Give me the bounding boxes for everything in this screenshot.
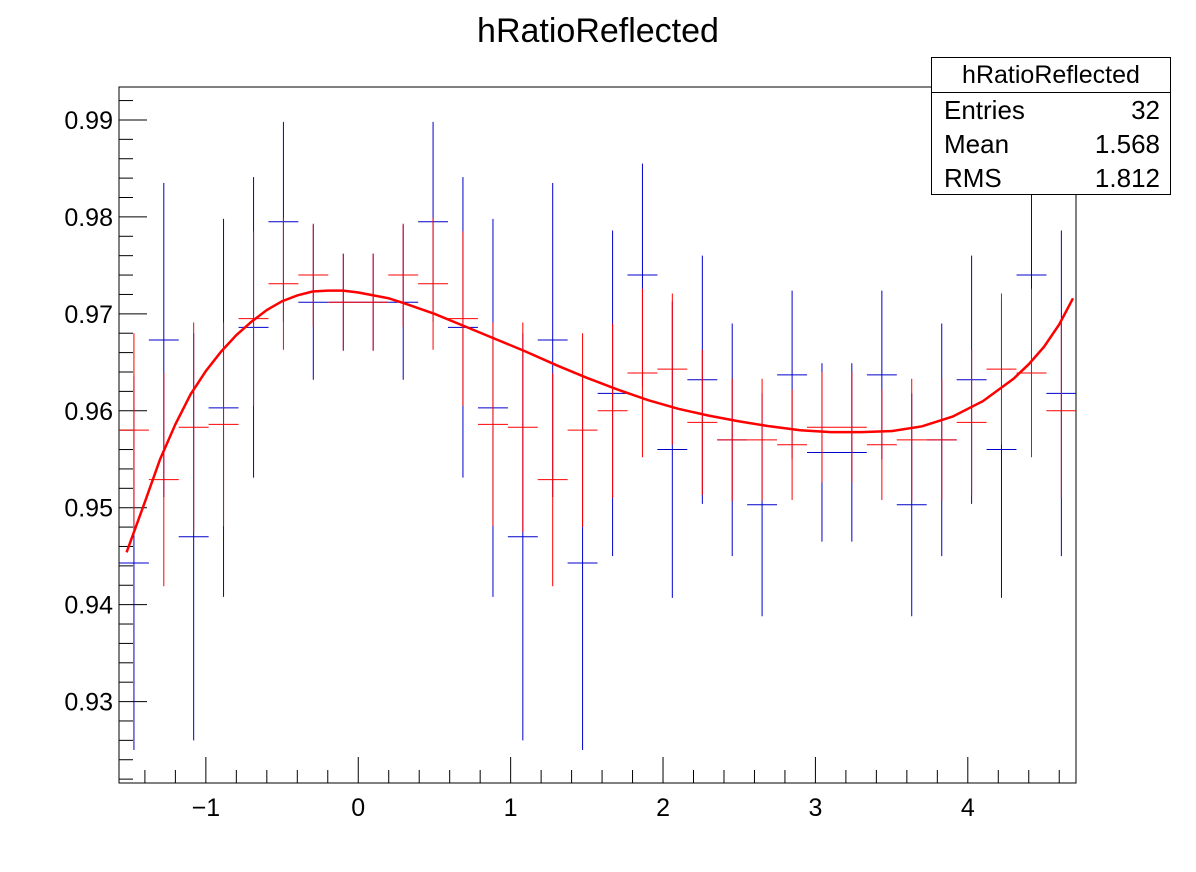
y-tick-label: 0.97 <box>64 301 113 329</box>
chart-title: hRatioReflected <box>477 12 719 50</box>
stats-rms-value: 1.812 <box>1094 163 1160 193</box>
x-tick-label: 0 <box>351 794 365 822</box>
stats-mean-label: Mean <box>944 129 1010 159</box>
fit-curve <box>125 289 1075 553</box>
y-tick-label: 0.94 <box>64 592 113 620</box>
y-tick-label: 0.95 <box>64 495 113 523</box>
x-tick-label: 3 <box>808 794 822 822</box>
axes: 0.93 0.94 0.95 0.96 0.97 0.98 0.99 −1 0 1 2 3 4 <box>64 100 1060 822</box>
y-tick-label: 0.98 <box>64 204 113 232</box>
stats-entries-value: 32 <box>1131 95 1160 125</box>
data-series <box>119 121 1076 751</box>
x-tick-label: −1 <box>192 794 221 822</box>
stats-box: hRatioReflected Entries 32 Mean 1.568 RM… <box>931 57 1171 195</box>
x-tick-label: 1 <box>504 794 518 822</box>
stats-mean-value: 1.568 <box>1094 129 1160 159</box>
y-tick-label: 0.93 <box>64 689 113 717</box>
stats-row-entries: Entries 32 <box>932 93 1170 127</box>
stats-entries-label: Entries <box>944 95 1025 125</box>
y-tick-label: 0.99 <box>64 107 113 135</box>
stats-rms-label: RMS <box>944 163 1002 193</box>
x-tick-label: 2 <box>656 794 670 822</box>
series-2 <box>119 217 1076 587</box>
stats-title: hRatioReflected <box>932 58 1170 93</box>
stats-row-rms: RMS 1.812 <box>932 161 1170 195</box>
stats-row-mean: Mean 1.568 <box>932 127 1170 161</box>
x-tick-label: 4 <box>961 794 975 822</box>
y-tick-label: 0.96 <box>64 398 113 426</box>
plot-frame <box>118 86 1077 784</box>
series-1 <box>119 121 1076 751</box>
